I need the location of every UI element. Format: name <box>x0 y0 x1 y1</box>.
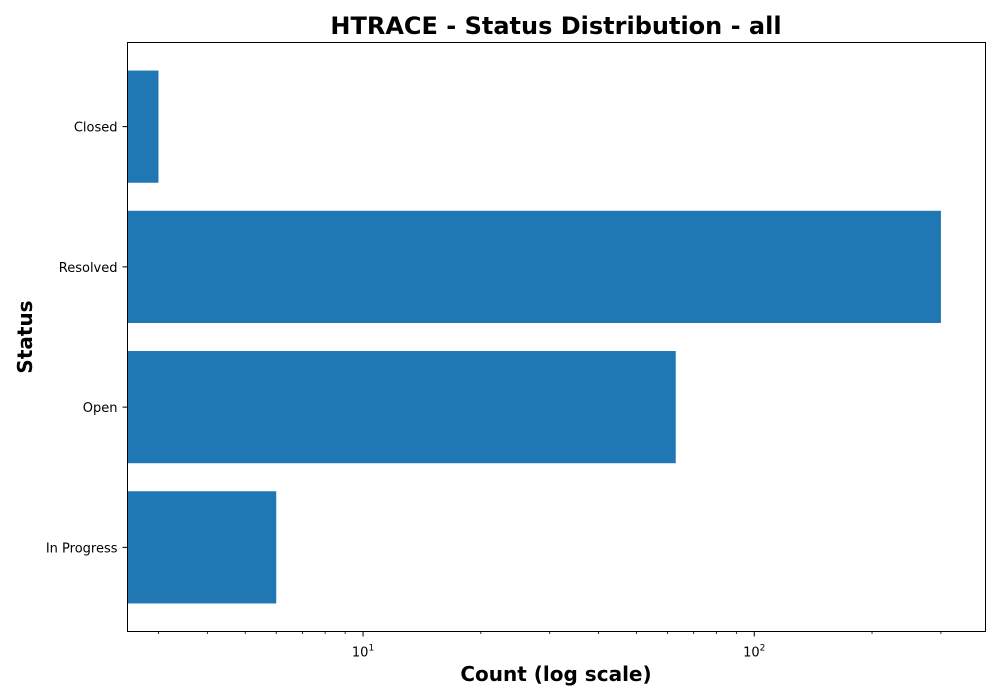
y-tick-label: Closed <box>74 121 118 136</box>
x-axis-label: Count (log scale) <box>460 662 651 686</box>
bar-resolved <box>127 210 941 323</box>
bar-open <box>127 351 676 464</box>
x-tick-label: 101 <box>352 644 374 661</box>
y-axis: Closed Resolved Open In Progress <box>46 121 128 556</box>
bar-closed <box>127 70 159 183</box>
bar-in-progress <box>127 491 277 604</box>
y-tick-label: In Progress <box>46 541 118 556</box>
bars <box>127 70 941 604</box>
y-axis-label: Status <box>13 300 37 373</box>
x-axis: 101 102 <box>158 631 942 661</box>
plot-frame <box>127 42 986 632</box>
y-tick-label: Resolved <box>59 261 118 276</box>
y-tick-label: Open <box>83 401 118 416</box>
x-tick-label: 102 <box>743 644 765 661</box>
chart-title: HTRACE - Status Distribution - all <box>330 12 781 40</box>
